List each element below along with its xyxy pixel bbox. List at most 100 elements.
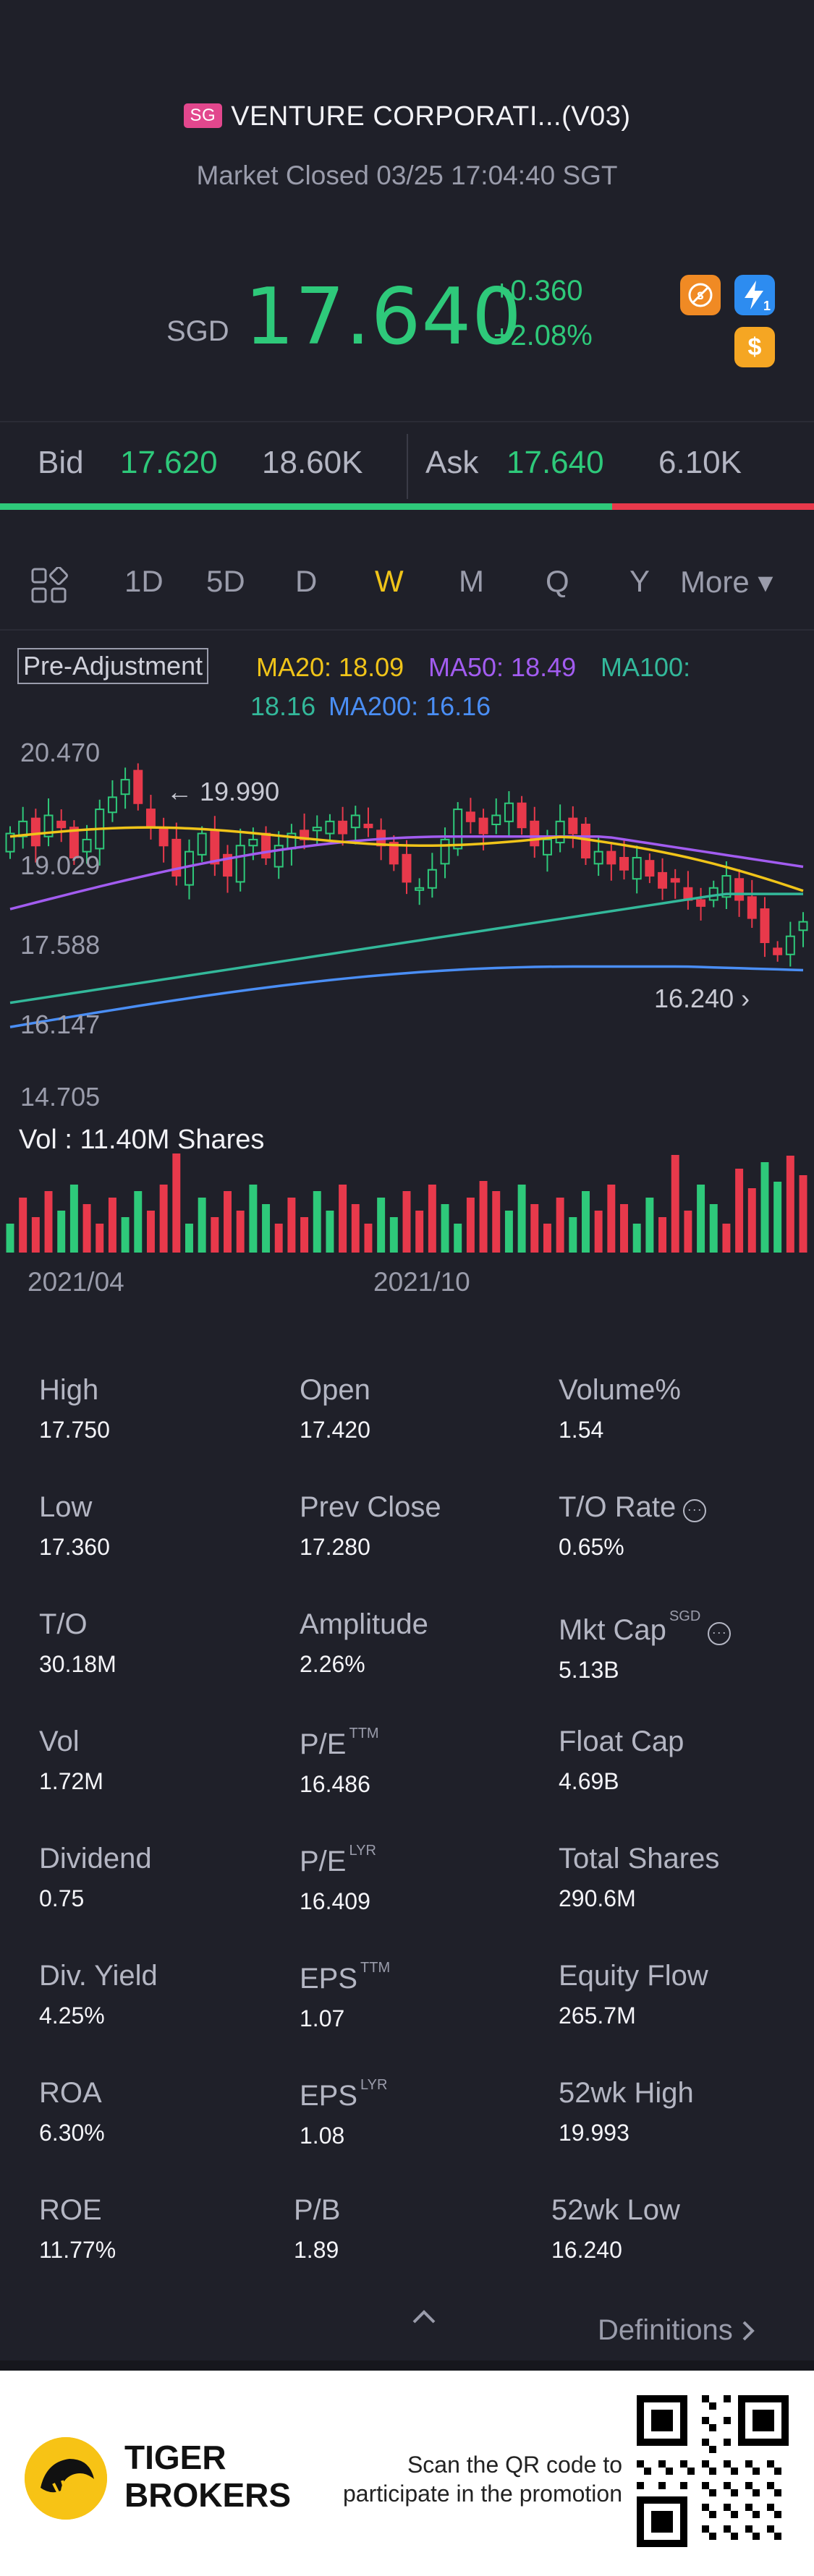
stat-label-text: P/E [300,1846,347,1877]
qr-module [702,2482,709,2489]
stat-p-e-3-1: P/E TTM 16.486 [300,1726,379,1798]
tiger-logo-glyph [25,2437,107,2520]
qr-module [767,2525,774,2533]
stat-value: 290.6M [559,1885,636,1911]
tab-y[interactable]: Y [629,564,650,598]
ma100-value: 18.16 [250,691,316,721]
stat-eps-6-1: EPS LYR 1.08 [300,2077,387,2149]
tab-d[interactable]: D [295,564,318,598]
stat-label-text: Volume% [559,1374,681,1406]
qr-module [767,2460,774,2468]
qr-module [709,2533,716,2540]
ask-ratio-bar [612,503,814,510]
qr-module [709,2489,716,2496]
volume-bar [211,1217,219,1253]
stat-open-0-1: Open 17.420 [300,1374,370,1443]
candle-body [440,838,450,865]
promo-text: Scan the QR code to participate in the p… [318,2450,622,2508]
y-tick-5: 14.705 [20,1082,101,1112]
tab-m[interactable]: M [459,564,484,598]
stat-label: ROA [39,2077,105,2110]
qr-module [637,2460,644,2468]
y-tick-4: 16.147 [20,1010,101,1039]
volume-bar [697,1185,705,1253]
volume-bar [428,1185,436,1253]
stat-value: 19.993 [559,2120,629,2146]
volume-bar [709,1204,718,1253]
candle-body [171,838,182,877]
stat-label: Prev Close [300,1491,441,1524]
tab-1d[interactable]: 1D [124,564,164,598]
stat-label: P/B [294,2194,340,2227]
stat-mkt-cap-2-2: Mkt Cap SGD ··· 5.13B [559,1608,732,1684]
stat-prev-close-1-1: Prev Close 17.280 [300,1491,441,1561]
stat-label-text: Div. Yield [39,1960,158,1992]
stat-label: Dividend [39,1843,152,1875]
tab-q[interactable]: Q [546,564,569,598]
volume-bar [224,1191,232,1253]
volume-bar [121,1217,130,1253]
candle-body [670,878,680,883]
stat-value: 1.54 [559,1417,604,1443]
candle-body [133,769,143,804]
volume-bar [96,1224,104,1253]
stat-label: Amplitude [300,1608,428,1641]
stat-t-o-rate-1-2: T/O Rate ··· 0.65% [559,1491,707,1561]
promo-line-2: participate in the promotion [343,2481,622,2507]
candle-body [120,779,130,796]
candle-body [798,921,808,931]
date-label-1: 2021/04 [27,1267,124,1297]
volume-bar [607,1185,616,1253]
qr-code-icon[interactable] [637,2395,789,2547]
definitions-link[interactable]: Definitions [598,2314,757,2347]
volume-bar [479,1181,488,1253]
volume-bar [441,1204,449,1253]
qr-module [687,2468,695,2475]
chevron-up-icon [412,2310,436,2324]
bidask-top-divider [0,421,814,422]
qr-module [702,2525,709,2533]
more-info-icon[interactable]: ··· [683,1499,707,1522]
bid-price[interactable]: 17.620 [120,445,218,480]
brand-line-2: BROKERS [124,2476,292,2514]
candlestick-chart[interactable] [0,745,814,1121]
qr-module [752,2489,760,2496]
volume-bar [172,1153,181,1253]
stat-value: 17.280 [300,1534,370,1560]
qr-module [745,2460,752,2468]
volume-bar [620,1204,628,1253]
stat-roe-7-0: ROE 11.77% [39,2194,116,2264]
y-tick-3: 17.588 [20,930,101,960]
promo-line-1: Scan the QR code to [407,2452,622,2478]
stat-value: 11.77% [39,2237,116,2263]
more-info-icon[interactable]: ··· [708,1622,732,1645]
volume-bar [249,1185,258,1253]
tab-w[interactable]: W [375,564,404,598]
stat-dividend-4-0: Dividend 0.75 [39,1843,152,1912]
ask-price[interactable]: 17.640 [506,445,604,480]
stat-label-text: Float Cap [559,1726,684,1757]
candle-body [517,802,527,829]
stat-div-yield-5-0: Div. Yield 4.25% [39,1960,158,2029]
qr-finder [651,2410,673,2431]
no-short-sell-icon[interactable]: S [680,275,721,315]
bid-label: Bid [38,445,84,480]
volume-bar [658,1217,667,1253]
dollar-icon[interactable]: $ [734,327,775,367]
chart-layout-icon[interactable] [30,567,68,605]
collapse-caret[interactable] [410,2300,438,2332]
stat-label: Equity Flow [559,1960,708,1992]
volume-bar [287,1198,296,1253]
volume-chart[interactable] [0,1150,814,1257]
pre-adjustment-toggle[interactable]: Pre-Adjustment [17,648,209,684]
candle-body [734,878,745,901]
lightning-icon[interactable]: 1 [734,275,775,315]
volume-bar [684,1211,692,1253]
tabs-divider [0,629,814,631]
tab-5d[interactable]: 5D [206,564,245,598]
stat-value: 1.07 [300,2005,345,2031]
volume-bar [722,1224,731,1253]
stat-label: P/E LYR [300,1843,376,1878]
svg-text:S: S [697,291,704,302]
tab-more[interactable]: More ▾ [680,565,773,599]
